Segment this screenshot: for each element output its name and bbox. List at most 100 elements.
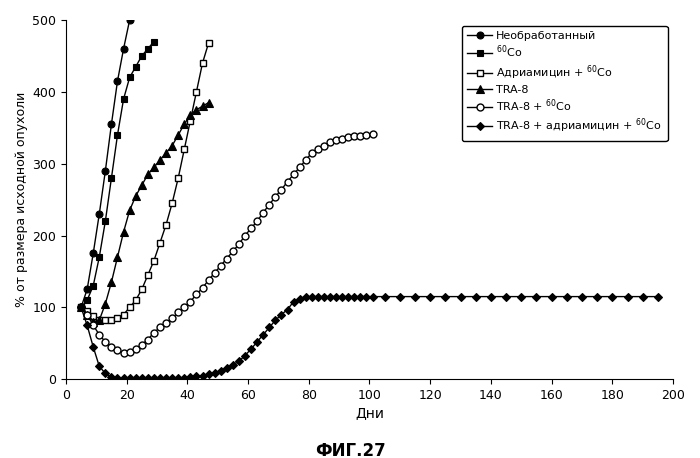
TRA-8 bbox=[204, 100, 213, 105]
TRA-8 + $^{60}$Co bbox=[138, 342, 146, 348]
TRA-8 + $^{60}$Co bbox=[193, 292, 201, 297]
TRA-8 + $^{60}$Co bbox=[253, 218, 261, 224]
TRA-8 + адриамицин + $^{60}$Co bbox=[395, 294, 404, 300]
Line: TRA-8 + $^{60}$Co: TRA-8 + $^{60}$Co bbox=[78, 131, 376, 356]
TRA-8 bbox=[132, 193, 140, 199]
TRA-8 + $^{60}$Co bbox=[132, 346, 140, 352]
Необработанный bbox=[113, 78, 122, 84]
TRA-8 bbox=[125, 207, 134, 213]
TRA-8 + адриамицин + $^{60}$Co bbox=[593, 294, 601, 300]
Адриамицин + $^{60}$Co bbox=[125, 305, 134, 310]
Line: TRA-8 + адриамицин + $^{60}$Co: TRA-8 + адриамицин + $^{60}$Co bbox=[78, 294, 661, 381]
TRA-8 + $^{60}$Co bbox=[223, 256, 231, 261]
TRA-8 + $^{60}$Co bbox=[338, 136, 346, 141]
Адриамицин + $^{60}$Co bbox=[186, 118, 195, 123]
$^{60}$Co bbox=[138, 53, 146, 59]
Необработанный bbox=[102, 168, 110, 174]
TRA-8 + $^{60}$Co bbox=[326, 139, 334, 145]
Необработанный bbox=[95, 211, 104, 217]
TRA-8 + $^{60}$Co bbox=[332, 137, 340, 143]
TRA-8 + $^{60}$Co bbox=[289, 172, 298, 177]
Line: Адриамицин + $^{60}$Co: Адриамицин + $^{60}$Co bbox=[78, 39, 212, 324]
Адриамицин + $^{60}$Co bbox=[156, 240, 164, 245]
TRA-8 bbox=[144, 172, 152, 177]
TRA-8 + адриамицин + $^{60}$Co bbox=[654, 294, 662, 300]
$^{60}$Co bbox=[132, 64, 140, 70]
TRA-8 bbox=[107, 279, 116, 285]
TRA-8 bbox=[174, 132, 183, 138]
TRA-8 + $^{60}$Co bbox=[102, 339, 110, 344]
Адриамицин + $^{60}$Co bbox=[77, 305, 85, 310]
Необработанный bbox=[83, 287, 91, 292]
TRA-8 + $^{60}$Co bbox=[344, 134, 352, 140]
Y-axis label: % от размера исходной опухоли: % от размера исходной опухоли bbox=[15, 92, 28, 307]
$^{60}$Co bbox=[95, 254, 104, 260]
Адриамицин + $^{60}$Co bbox=[89, 313, 97, 319]
TRA-8 + $^{60}$Co bbox=[302, 158, 310, 163]
TRA-8 bbox=[156, 158, 164, 163]
TRA-8 + $^{60}$Co bbox=[89, 322, 97, 328]
TRA-8 + $^{60}$Co bbox=[271, 194, 279, 200]
TRA-8 + адриамицин + $^{60}$Co bbox=[472, 294, 480, 300]
TRA-8 bbox=[77, 305, 85, 310]
Адриамицин + $^{60}$Co bbox=[180, 147, 188, 152]
TRA-8 + $^{60}$Co bbox=[198, 285, 206, 291]
$^{60}$Co bbox=[150, 39, 158, 44]
TRA-8 + $^{60}$Co bbox=[107, 344, 116, 349]
TRA-8 + адриамицин + $^{60}$Co bbox=[77, 305, 85, 310]
$^{60}$Co bbox=[83, 297, 91, 303]
TRA-8 bbox=[193, 107, 201, 113]
TRA-8 + $^{60}$Co bbox=[162, 321, 170, 326]
TRA-8 + $^{60}$Co bbox=[186, 299, 195, 305]
Адриамицин + $^{60}$Co bbox=[138, 287, 146, 292]
TRA-8 bbox=[168, 143, 176, 148]
TRA-8 + $^{60}$Co bbox=[77, 305, 85, 310]
Адриамицин + $^{60}$Co bbox=[120, 312, 128, 317]
$^{60}$Co bbox=[107, 175, 116, 181]
TRA-8 bbox=[83, 312, 91, 317]
TRA-8 + $^{60}$Co bbox=[241, 233, 249, 238]
TRA-8 + $^{60}$Co bbox=[113, 348, 122, 353]
TRA-8 + $^{60}$Co bbox=[211, 270, 219, 276]
TRA-8 bbox=[102, 301, 110, 306]
TRA-8 bbox=[198, 104, 206, 109]
Адриамицин + $^{60}$Co bbox=[102, 317, 110, 323]
TRA-8 + $^{60}$Co bbox=[83, 312, 91, 317]
TRA-8 + $^{60}$Co bbox=[229, 249, 237, 254]
TRA-8 bbox=[95, 317, 104, 323]
Адриамицин + $^{60}$Co bbox=[132, 297, 140, 303]
Адриамицин + $^{60}$Co bbox=[162, 222, 170, 228]
TRA-8 + $^{60}$Co bbox=[204, 278, 213, 283]
Адриамицин + $^{60}$Co bbox=[198, 60, 206, 66]
TRA-8 + $^{60}$Co bbox=[307, 150, 316, 156]
Адриамицин + $^{60}$Co bbox=[150, 258, 158, 263]
TRA-8 + $^{60}$Co bbox=[314, 147, 322, 152]
TRA-8 + адриамицин + $^{60}$Co bbox=[113, 376, 122, 381]
TRA-8 bbox=[180, 121, 188, 127]
TRA-8 bbox=[186, 112, 195, 118]
TRA-8 + $^{60}$Co bbox=[295, 164, 304, 170]
Адриамицин + $^{60}$Co bbox=[83, 308, 91, 314]
Адриамицин + $^{60}$Co bbox=[144, 273, 152, 278]
TRA-8 + $^{60}$Co bbox=[350, 134, 358, 139]
TRA-8 + $^{60}$Co bbox=[144, 337, 152, 343]
TRA-8 bbox=[113, 254, 122, 260]
TRA-8 + адриамицин + $^{60}$Co bbox=[578, 294, 586, 300]
TRA-8 bbox=[89, 319, 97, 324]
Адриамицин + $^{60}$Co bbox=[174, 175, 183, 181]
Адриамицин + $^{60}$Co bbox=[168, 201, 176, 206]
TRA-8 + $^{60}$Co bbox=[356, 133, 365, 138]
Line: TRA-8: TRA-8 bbox=[77, 98, 213, 326]
TRA-8 bbox=[138, 182, 146, 188]
Необработанный bbox=[77, 305, 85, 310]
TRA-8 + $^{60}$Co bbox=[95, 332, 104, 338]
TRA-8 bbox=[120, 229, 128, 234]
TRA-8 + $^{60}$Co bbox=[174, 310, 183, 315]
TRA-8 + $^{60}$Co bbox=[156, 325, 164, 330]
TRA-8 + $^{60}$Co bbox=[362, 132, 370, 138]
Необработанный bbox=[107, 121, 116, 127]
TRA-8 + $^{60}$Co bbox=[180, 305, 188, 310]
Адриамицин + $^{60}$Co bbox=[107, 317, 116, 322]
$^{60}$Co bbox=[77, 305, 85, 310]
Text: ФИГ.27: ФИГ.27 bbox=[314, 442, 386, 458]
